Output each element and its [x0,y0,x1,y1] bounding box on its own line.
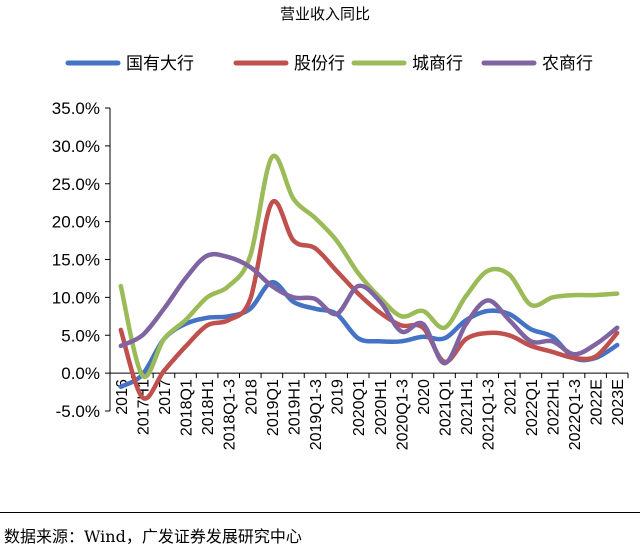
x-tick-label: 2021H1 [459,379,476,435]
x-tick-label: 2017 [157,379,174,415]
x-axis: 2016 2017H1 2017 2018Q1 2018H1 2018Q1-3 2018 20… [109,372,629,450]
y-tick-label: 30.0% [52,137,100,156]
x-tick-label: 2019H1 [286,379,303,435]
x-tick-label: 2018 [243,379,260,415]
y-tick-label: 20.0% [52,213,100,232]
x-tick-label: 2019Q1-3 [308,379,325,450]
chart-title: 营业收入同比 [280,5,370,23]
x-tick-label: 2022Q1 [524,379,541,436]
x-tick-label: 2019Q1 [265,379,282,436]
y-tick-label: 5.0% [61,326,100,345]
x-tick-label: 2020Q1 [351,379,368,436]
series-line-0 [118,279,620,390]
y-tick-label: 35.0% [52,99,100,118]
y-axis: -5.0% 0.0% 5.0% 10.0% 15.0% 20.0% 25.0% 30.0% 35… [52,99,111,421]
x-tick-label: 2021 [502,379,519,415]
x-tick-label: 2022E [589,379,606,425]
chart: 营业收入同比 国有大行 股份行 城商行 农商行 -5.0% 0.0% 5.0% 10.0% 1… [52,5,629,450]
x-tick-label: 2022Q1-3 [567,379,584,450]
x-tick-label: 2016 [114,379,131,415]
x-tick-label: 2018Q1-3 [222,379,239,450]
y-tick-label: -5.0% [56,402,100,421]
y-tick-label: 15.0% [52,251,100,270]
legend-label-3: 农商行 [542,54,593,74]
y-tick-label: 10.0% [52,288,100,307]
x-tick-label: 2022H1 [545,379,562,435]
legend-label-1: 股份行 [294,54,345,74]
x-tick-label: 2020Q1-3 [394,379,411,450]
x-tick-label: 2019 [330,379,347,415]
legend-label-2: 城商行 [412,54,463,74]
legend-label-0: 国有大行 [126,54,194,74]
footer-divider [0,512,640,513]
x-tick-label: 2023E [610,379,627,425]
series-lines [118,153,620,401]
y-tick-label: 0.0% [61,364,100,383]
source-note: 数据来源：Wind，广发证券发展研究中心 [4,527,302,546]
x-tick-label: 2021Q1-3 [481,379,498,450]
y-tick-label: 25.0% [52,175,100,194]
x-tick-label: 2020 [416,379,433,415]
series-line-3 [118,251,620,366]
x-tick-label: 2018Q1 [179,379,196,436]
series-line-1 [118,198,620,401]
x-tick-label: 2018H1 [200,379,217,435]
x-tick-label: 2021Q1 [438,379,455,436]
series-line-2 [118,153,620,379]
x-tick-label: 2020H1 [373,379,390,435]
legend: 国有大行 股份行 城商行 农商行 [65,54,593,74]
